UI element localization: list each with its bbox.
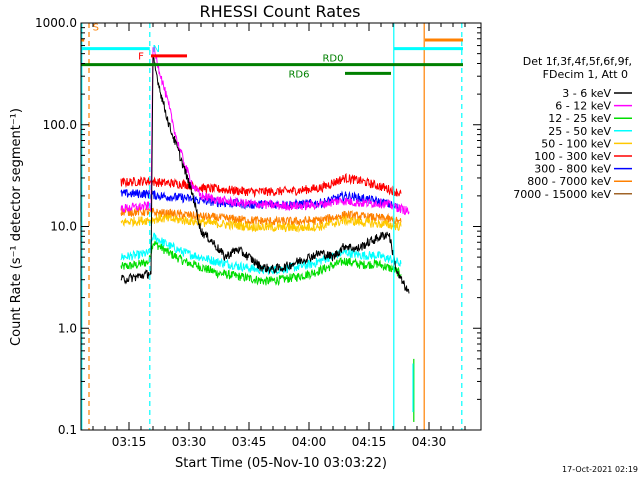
overlay-layer: S FN RD0 RD6	[81, 23, 463, 430]
legend-label-2: 12 - 25 keV	[548, 112, 611, 125]
legend: Det 1f,3f,4f,5f,6f,9f, FDecim 1, Att 0 3…	[513, 55, 632, 201]
y-tick-label: 1.0	[58, 321, 77, 335]
legend-label-5: 100 - 300 keV	[534, 150, 611, 163]
series-line-4	[120, 214, 402, 233]
series-line-6	[120, 189, 402, 213]
y-tick-label: 10.0	[50, 220, 77, 234]
x-tick-label: 04:30	[412, 435, 447, 449]
legend-title-line-2: FDecim 1, Att 0	[543, 68, 628, 81]
legend-label-7: 800 - 7000 keV	[527, 175, 611, 188]
series-line-1	[120, 45, 410, 216]
legend-label-4: 50 - 100 keV	[541, 137, 611, 150]
flag-label-rd0: RD0	[322, 53, 343, 64]
flag-label-s: S	[93, 23, 99, 34]
x-tick-label: 03:15	[112, 435, 147, 449]
y-tick-label: 1000.0	[35, 16, 77, 30]
flag-label-rd6: RD6	[288, 70, 309, 81]
legend-label-6: 300 - 800 keV	[534, 163, 611, 176]
legend-title-line-1: Det 1f,3f,4f,5f,6f,9f,	[523, 55, 632, 68]
axes-layer: 1000.0 100.0 10.0 1.0 0.1 03:15 03:30 03:45 04:0…	[35, 16, 482, 449]
footer-timestamp: 17-Oct-2021 02:19	[562, 465, 638, 474]
series-line-5	[120, 172, 402, 199]
chart-title: RHESSI Count Rates	[200, 2, 361, 21]
x-tick-label: 03:30	[172, 435, 207, 449]
y-tick-label: 100.0	[43, 118, 77, 132]
legend-label-1: 6 - 12 keV	[555, 100, 611, 113]
x-tick-label: 03:45	[232, 435, 267, 449]
x-axis-label: Start Time (05-Nov-10 03:03:22)	[175, 456, 387, 471]
legend-label-0: 3 - 6 keV	[562, 87, 611, 100]
series-line-0	[120, 55, 410, 294]
flag-label-f: F	[138, 51, 144, 62]
flag-label-n: N	[152, 44, 159, 55]
x-tick-label: 04:15	[352, 435, 387, 449]
series-line-2	[120, 240, 402, 287]
y-tick-label: 0.1	[58, 423, 77, 437]
y-axis-label: Count Rate (s⁻¹ detector segment⁻¹)	[9, 108, 24, 346]
legend-label-3: 25 - 50 keV	[548, 125, 611, 138]
legend-label-8: 7000 - 15000 keV	[513, 188, 611, 201]
series-layer	[120, 45, 410, 294]
x-tick-label: 04:00	[292, 435, 327, 449]
